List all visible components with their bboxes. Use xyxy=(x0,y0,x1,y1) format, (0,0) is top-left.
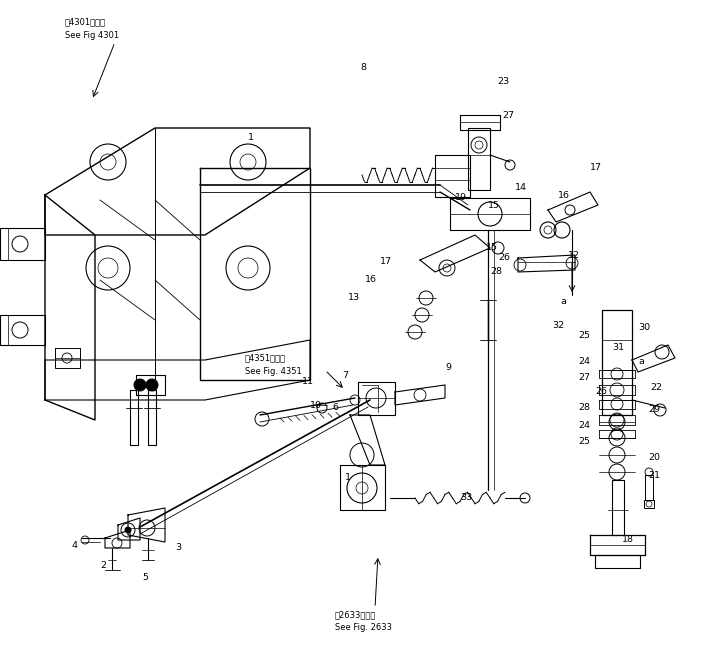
Circle shape xyxy=(146,379,158,391)
Text: 26: 26 xyxy=(498,253,510,263)
Text: 25: 25 xyxy=(578,438,590,447)
Text: 25: 25 xyxy=(578,330,590,340)
Text: 27: 27 xyxy=(502,110,514,119)
Text: 16: 16 xyxy=(365,276,377,285)
Text: 24: 24 xyxy=(578,421,590,430)
Bar xyxy=(644,500,654,508)
Text: 笥2633図参照: 笥2633図参照 xyxy=(335,611,376,620)
Bar xyxy=(602,310,632,415)
Text: 28: 28 xyxy=(490,268,502,276)
Text: 24: 24 xyxy=(578,357,590,366)
Text: 8: 8 xyxy=(360,63,366,72)
Text: 11: 11 xyxy=(302,377,314,387)
Circle shape xyxy=(125,527,131,533)
Text: 1: 1 xyxy=(248,133,254,142)
Bar xyxy=(645,475,653,500)
Text: 17: 17 xyxy=(590,163,602,172)
Text: 15: 15 xyxy=(488,200,500,210)
Text: 15: 15 xyxy=(486,244,498,253)
Text: 23: 23 xyxy=(497,78,509,86)
Text: 20: 20 xyxy=(648,453,660,462)
Bar xyxy=(435,155,470,197)
Text: 5: 5 xyxy=(142,573,148,582)
Text: 1: 1 xyxy=(345,473,351,483)
Text: 7: 7 xyxy=(342,370,348,379)
Text: 9: 9 xyxy=(445,364,451,372)
Text: 笥4301図参照: 笥4301図参照 xyxy=(65,18,106,27)
Text: 12: 12 xyxy=(568,251,580,259)
Text: 18: 18 xyxy=(622,535,634,545)
Text: 32: 32 xyxy=(552,321,564,330)
Text: 26: 26 xyxy=(595,387,607,396)
Text: 29: 29 xyxy=(648,406,660,415)
Text: 22: 22 xyxy=(650,383,662,392)
Text: 21: 21 xyxy=(648,471,660,479)
Text: 13: 13 xyxy=(348,293,360,302)
Text: 14: 14 xyxy=(515,183,527,193)
Text: 17: 17 xyxy=(380,257,392,266)
Text: 30: 30 xyxy=(638,323,650,332)
Bar xyxy=(612,480,624,535)
Bar xyxy=(468,128,490,190)
Text: 3: 3 xyxy=(175,543,181,552)
Text: See Fig 4301: See Fig 4301 xyxy=(65,31,119,39)
Text: 2: 2 xyxy=(100,560,106,569)
Text: 33: 33 xyxy=(460,494,472,503)
Text: 10: 10 xyxy=(310,400,322,409)
Circle shape xyxy=(134,379,146,391)
Text: 6: 6 xyxy=(332,404,338,413)
Text: 27: 27 xyxy=(578,374,590,383)
Text: a: a xyxy=(560,298,566,306)
Text: 31: 31 xyxy=(612,343,624,353)
Text: 19: 19 xyxy=(455,193,467,202)
Text: See Fig. 2633: See Fig. 2633 xyxy=(335,624,392,633)
Text: 4: 4 xyxy=(72,541,78,550)
Text: 笥4351図参照: 笥4351図参照 xyxy=(245,353,286,362)
Text: 28: 28 xyxy=(578,404,590,413)
Text: 16: 16 xyxy=(558,191,570,200)
Text: See Fig. 4351: See Fig. 4351 xyxy=(245,368,302,377)
Text: a: a xyxy=(638,357,644,366)
